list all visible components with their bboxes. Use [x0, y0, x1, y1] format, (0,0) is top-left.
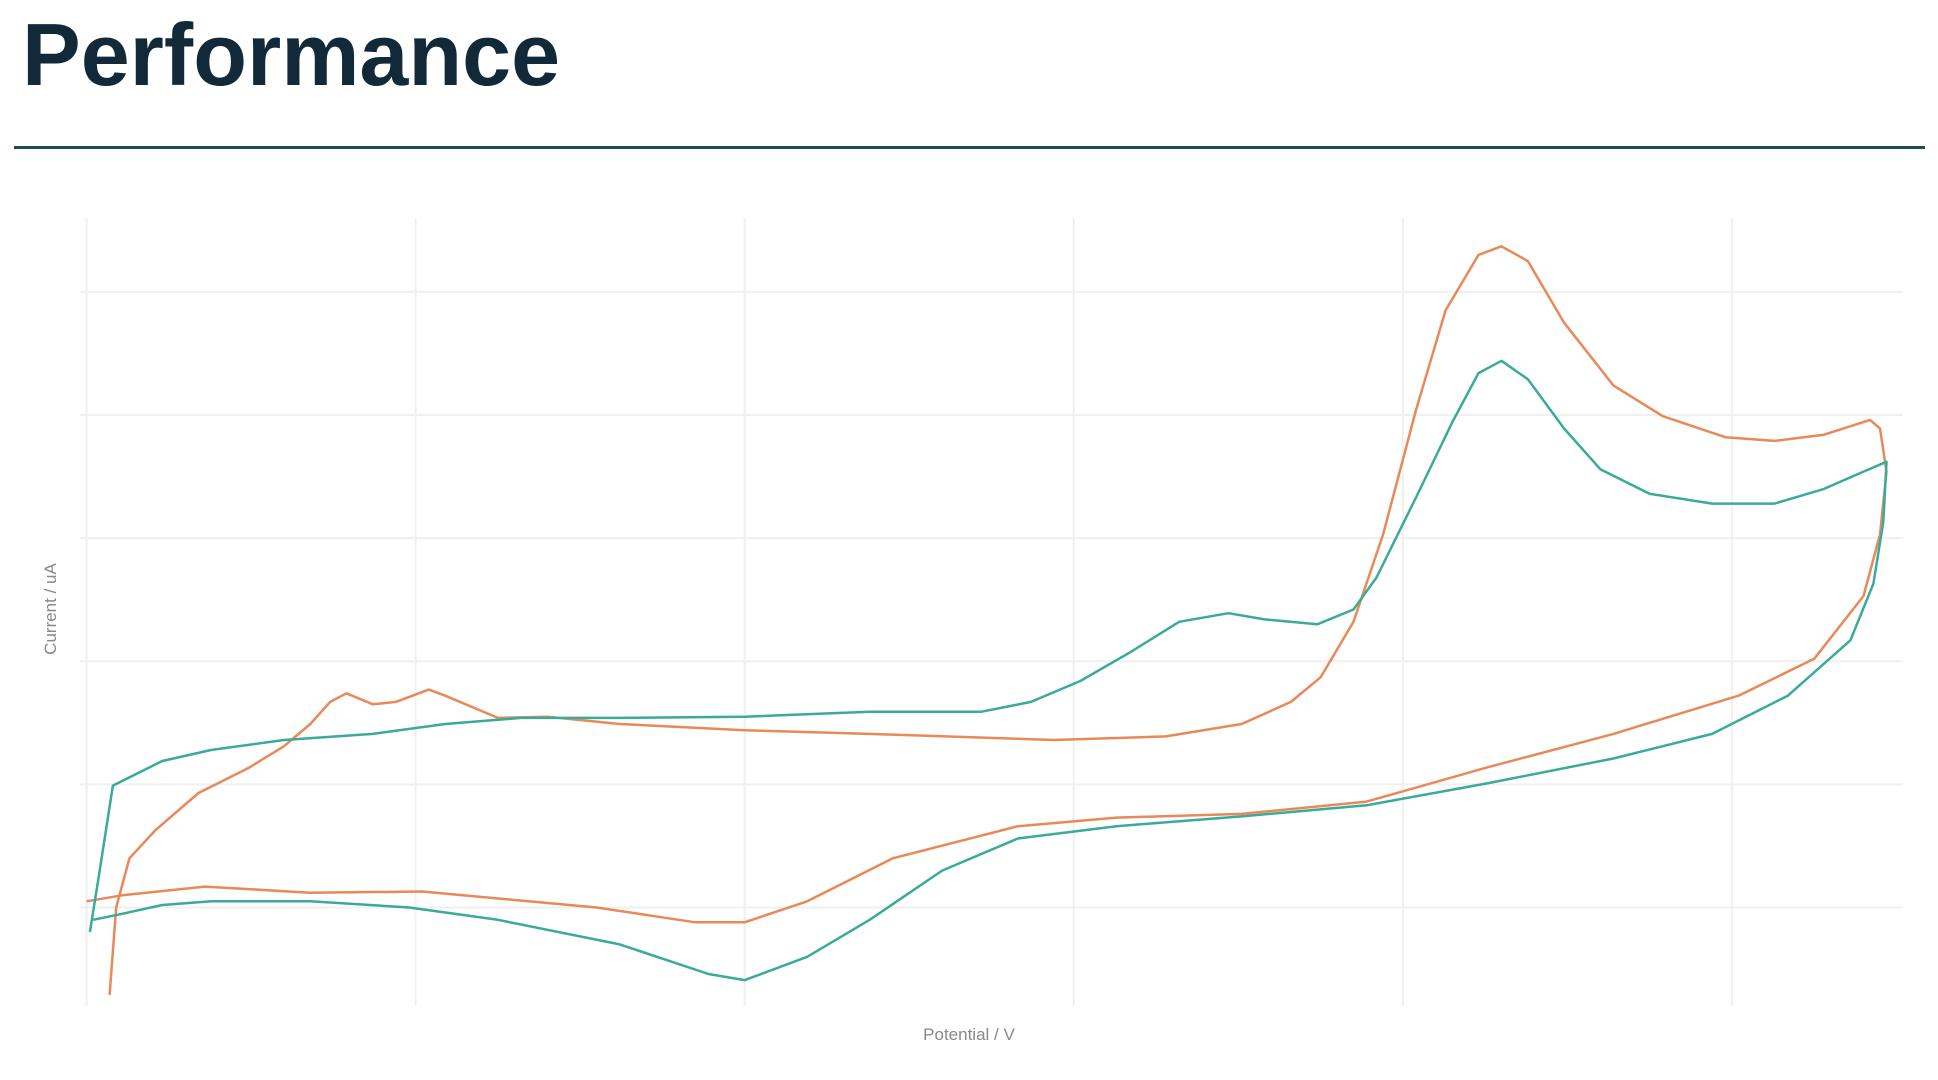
data-line	[88, 359, 1888, 982]
data-line	[86, 245, 1888, 995]
x-axis-label: Potential / V	[923, 1025, 1015, 1044]
page-title: Performance	[22, 5, 561, 104]
title-rule	[14, 146, 1925, 149]
y-axis-label: Current / uA	[41, 563, 60, 655]
